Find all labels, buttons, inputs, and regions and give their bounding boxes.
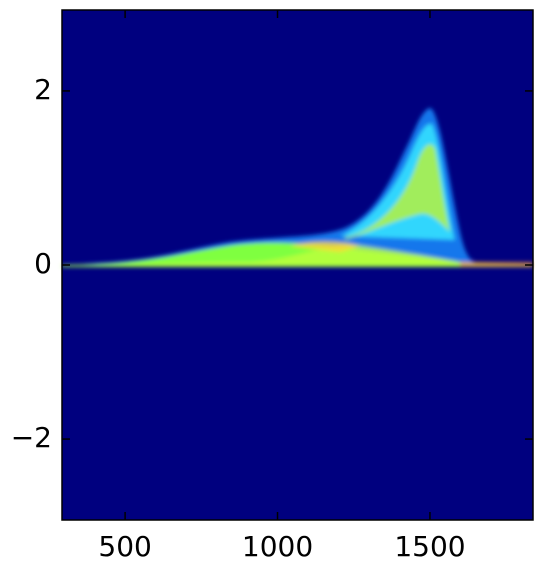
x-tick-label: 500	[98, 530, 151, 561]
density-image	[62, 108, 533, 267]
y-tick-label: 0	[34, 247, 52, 280]
y-tick-label: −2	[11, 421, 52, 454]
x-tick-label: 1000	[242, 530, 313, 561]
x-tick-label: 1500	[394, 530, 465, 561]
y-tick-label: 2	[34, 73, 52, 106]
